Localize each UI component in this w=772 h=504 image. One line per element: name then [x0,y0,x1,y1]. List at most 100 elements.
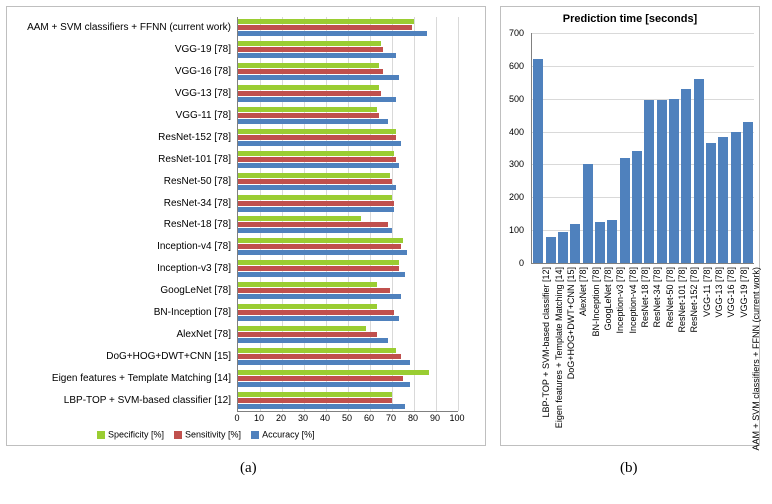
chart-a-row [238,282,458,299]
chart-b-bar [669,99,679,263]
chart-a-bar-specificity [238,173,390,178]
chart-a-bar-accuracy [238,75,399,80]
chart-a-gridline [458,17,459,411]
chart-b-category-label: VGG-13 [78] [714,267,724,318]
chart-a-bar-accuracy [238,360,410,365]
chart-a-category-label: ResNet-50 [78] [7,176,231,187]
chart-a-bar-specificity [238,63,379,68]
chart-a-row [238,151,458,168]
chart-a-bar-specificity [238,260,399,265]
chart-b-category-label: LBP-TOP + SVM-based classifier [12] [541,267,551,417]
chart-a-bar-specificity [238,19,414,24]
chart-a-bar-accuracy [238,228,392,233]
chart-a-bar-accuracy [238,294,401,299]
chart-a-legend-label: Specificity [%] [108,430,164,440]
chart-a-bar-specificity [238,41,381,46]
chart-a-bar-specificity [238,107,377,112]
chart-b-category-label: VGG-11 [78] [702,267,712,317]
chart-b-gridline [532,99,754,100]
chart-a-bar-sensitivity [238,113,379,118]
chart-b-panel: Prediction time [seconds] 01002003004005… [500,6,760,446]
chart-a-category-label: GoogLeNet [78] [7,285,231,296]
chart-a-bar-specificity [238,282,377,287]
chart-b-gridline [532,33,754,34]
chart-a-bar-sensitivity [238,244,401,249]
chart-a-panel: AAM + SVM classifiers + FFNN (current wo… [6,6,486,446]
chart-a-bar-specificity [238,348,396,353]
chart-b-yticks: 0100200300400500600700 [501,33,527,263]
chart-b-ytick: 600 [509,61,524,71]
chart-a-xtick: 30 [298,413,308,423]
chart-b-ytick: 400 [509,127,524,137]
chart-a-bar-sensitivity [238,47,383,52]
chart-b-ytick: 700 [509,28,524,38]
chart-b-ytick: 500 [509,94,524,104]
chart-a-category-label: ResNet-152 [78] [7,132,231,143]
chart-a-legend-swatch [251,431,259,439]
chart-a-row [238,348,458,365]
chart-b-bar [546,237,556,263]
chart-a-bar-specificity [238,392,392,397]
chart-a-row [238,304,458,321]
chart-a-category-label: DoG+HOG+DWT+CNN [15] [7,351,231,362]
chart-a-row [238,63,458,80]
chart-a-bar-sensitivity [238,222,388,227]
chart-b-category-label: ResNet-152 [78] [689,267,699,333]
chart-a-bar-accuracy [238,141,401,146]
chart-a-bar-accuracy [238,53,396,58]
chart-a-xtick: 0 [234,413,239,423]
chart-a-bar-accuracy [238,185,396,190]
chart-a-bar-sensitivity [238,376,403,381]
chart-a-bar-sensitivity [238,157,396,162]
chart-a-row [238,41,458,58]
chart-a-category-label: VGG-16 [78] [7,66,231,77]
chart-a-row [238,216,458,233]
chart-a-row [238,129,458,146]
chart-b-category-label: Inception-v3 [78] [615,267,625,334]
chart-a-category-label: Inception-v4 [78] [7,241,231,252]
chart-b-category-label: ResNet-50 [78] [665,267,675,328]
chart-b-ytick: 100 [509,225,524,235]
chart-a-bar-accuracy [238,382,410,387]
chart-a-bar-accuracy [238,250,407,255]
chart-a-bar-specificity [238,129,396,134]
chart-a-bar-specificity [238,195,392,200]
chart-b-bar [632,151,642,263]
chart-a-xtick: 90 [430,413,440,423]
chart-a-bar-specificity [238,151,394,156]
chart-a-legend-swatch [174,431,182,439]
caption-b: (b) [620,460,638,477]
chart-b-category-label: ResNet-34 [78] [652,267,662,328]
chart-b-gridline [532,132,754,133]
chart-a-bar-accuracy [238,316,399,321]
chart-b-xlabels: LBP-TOP + SVM-based classifier [12]Eigen… [531,267,753,443]
chart-a-bar-sensitivity [238,310,394,315]
chart-a-xtick: 60 [364,413,374,423]
chart-a-bar-specificity [238,326,366,331]
chart-a-bar-accuracy [238,31,427,36]
chart-a-category-label: Inception-v3 [78] [7,263,231,274]
chart-b-category-label: Eigen features + Template Matching [14] [554,267,564,428]
chart-b-category-label: BN-Inception [78] [591,267,601,337]
chart-a-xtick: 20 [276,413,286,423]
chart-b-category-label: AAM + SVM classifiers + FFNN (current wo… [751,267,761,451]
chart-a-xtick: 70 [386,413,396,423]
chart-b-bar [533,59,543,263]
chart-a-bar-sensitivity [238,288,390,293]
chart-b-bar [694,79,704,263]
chart-a-xtick: 80 [408,413,418,423]
chart-b-category-label: Inception-v4 [78] [628,267,638,334]
chart-a-bar-sensitivity [238,91,381,96]
chart-a-bar-specificity [238,216,361,221]
chart-b-bar [743,122,753,263]
chart-a-bar-accuracy [238,163,399,168]
chart-a-bar-sensitivity [238,135,396,140]
chart-a-bar-sensitivity [238,398,392,403]
chart-a-bar-accuracy [238,119,388,124]
chart-b-category-label: VGG-19 [78] [739,267,749,318]
chart-b-bar [620,158,630,263]
chart-a-bar-sensitivity [238,266,399,271]
chart-b-ytick: 0 [519,258,524,268]
chart-b-category-label: ResNet-101 [78] [677,267,687,333]
chart-a-bar-accuracy [238,207,394,212]
